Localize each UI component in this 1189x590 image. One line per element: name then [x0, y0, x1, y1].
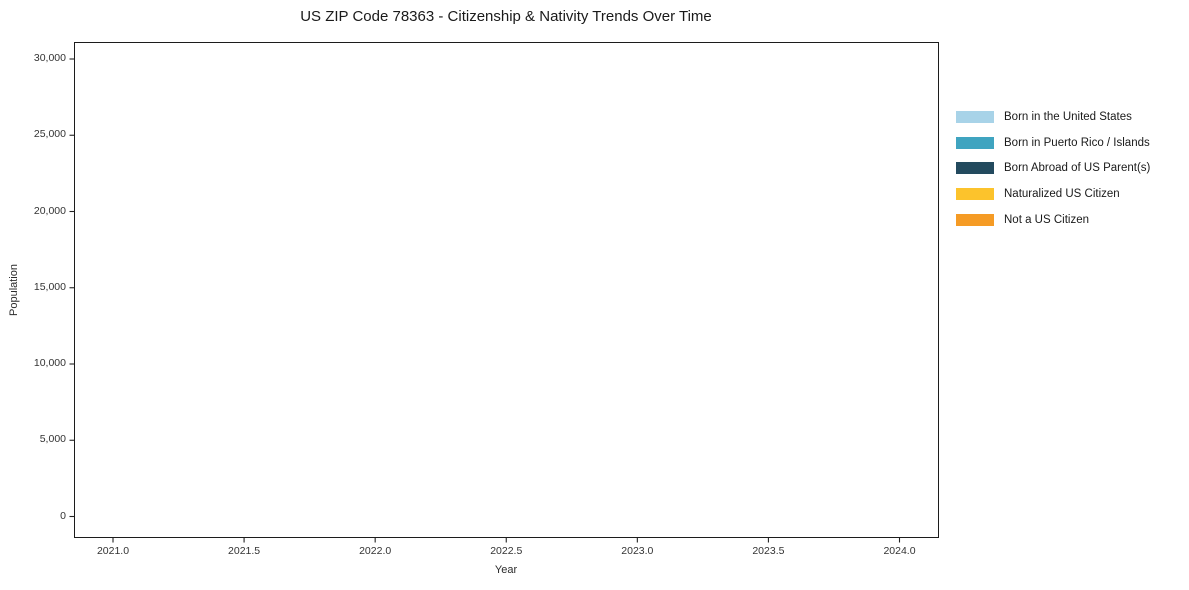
x-tick-label: 2021.0: [96, 545, 130, 557]
legend-swatch-icon: [956, 110, 994, 123]
x-tick-label: 2022.0: [359, 545, 392, 557]
x-tick-label: 2023.5: [752, 545, 785, 557]
legend-item: Naturalized US Citizen: [956, 181, 1150, 207]
legend-label: Born in Puerto Rico / Islands: [1004, 136, 1150, 149]
legend-item: Born Abroad of US Parent(s): [956, 155, 1150, 181]
y-tick-label: 5,000: [39, 433, 66, 446]
x-tick-label: 2021.5: [228, 545, 261, 557]
y-tick-label: 0: [60, 509, 66, 522]
x-tick-label: 2023.0: [621, 545, 654, 557]
legend-item: Not a US Citizen: [956, 207, 1150, 233]
y-tick-label: 20,000: [33, 204, 66, 217]
chart-title: US ZIP Code 78363 - Citizenship & Nativi…: [300, 8, 712, 25]
y-tick-label: 10,000: [33, 357, 66, 369]
legend-swatch-icon: [956, 187, 994, 200]
legend-item: Born in the United States: [956, 104, 1150, 130]
legend-label: Not a US Citizen: [1004, 213, 1090, 226]
y-tick-label: 25,000: [33, 128, 66, 141]
x-axis-label: Year: [494, 564, 518, 576]
x-tick-label: 2024.0: [883, 545, 916, 557]
legend-label: Born Abroad of US Parent(s): [1004, 162, 1151, 175]
legend-swatch-icon: [956, 162, 994, 175]
legend-swatch-icon: [956, 136, 994, 149]
x-tick-label: 2022.5: [490, 545, 523, 557]
legend-label: Naturalized US Citizen: [1004, 187, 1120, 200]
legend-label: Born in the United States: [1004, 110, 1132, 123]
legend-item: Born in Puerto Rico / Islands: [956, 130, 1150, 156]
legend: Born in the United States Born in Puerto…: [956, 104, 1150, 232]
y-tick-label: 15,000: [33, 280, 66, 293]
legend-swatch-icon: [956, 213, 994, 226]
plot-area: [74, 42, 939, 538]
y-tick-label: 30,000: [33, 52, 66, 64]
